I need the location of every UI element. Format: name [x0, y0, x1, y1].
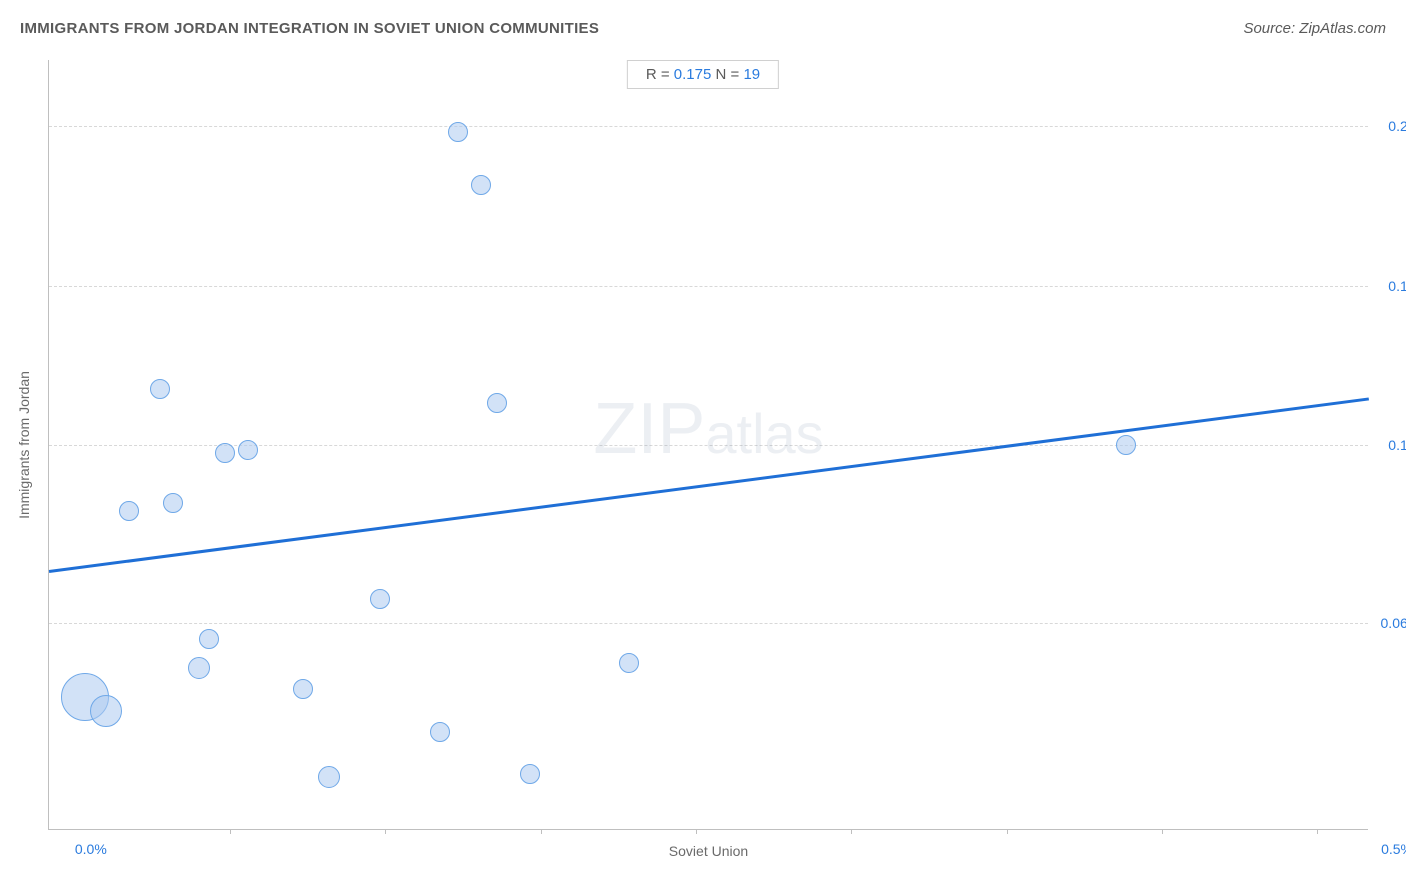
stats-box: R = 0.175 N = 19: [627, 60, 779, 89]
x-tick: [1317, 829, 1318, 834]
x-tick-label-right: 0.5%: [1381, 841, 1406, 857]
data-point: [188, 657, 210, 679]
scatter-plot: ZIPatlas Immigrants from Jordan Soviet U…: [48, 60, 1368, 830]
data-point: [619, 653, 639, 673]
data-point: [487, 393, 507, 413]
y-tick-label: 0.19%: [1373, 278, 1406, 294]
regression-line: [49, 397, 1369, 572]
n-label: N =: [716, 66, 744, 83]
y-tick-label: 0.063%: [1373, 615, 1406, 631]
data-point: [163, 493, 183, 513]
data-point: [199, 629, 219, 649]
data-point: [119, 501, 139, 521]
data-point: [520, 764, 540, 784]
data-point: [318, 766, 340, 788]
data-point: [150, 379, 170, 399]
chart-title: IMMIGRANTS FROM JORDAN INTEGRATION IN SO…: [20, 20, 599, 37]
y-tick-label: 0.13%: [1373, 437, 1406, 453]
data-point: [90, 695, 122, 727]
x-tick: [851, 829, 852, 834]
data-point: [215, 443, 235, 463]
grid-line: [49, 286, 1368, 287]
x-axis-title: Soviet Union: [669, 843, 748, 859]
grid-line: [49, 126, 1368, 127]
x-tick: [541, 829, 542, 834]
y-tick-label: 0.25%: [1373, 118, 1406, 134]
n-value: 19: [743, 66, 760, 83]
watermark-big: ZIP: [593, 389, 705, 469]
x-tick: [1162, 829, 1163, 834]
grid-line: [49, 623, 1368, 624]
r-value: 0.175: [674, 66, 712, 83]
x-tick: [230, 829, 231, 834]
watermark-small: atlas: [705, 402, 823, 465]
data-point: [1116, 435, 1136, 455]
y-axis-title: Immigrants from Jordan: [16, 371, 32, 519]
data-point: [471, 175, 491, 195]
data-point: [430, 722, 450, 742]
x-tick: [1007, 829, 1008, 834]
x-tick: [696, 829, 697, 834]
data-point: [448, 122, 468, 142]
data-point: [238, 440, 258, 460]
r-label: R =: [646, 66, 674, 83]
source-label: Source: ZipAtlas.com: [1243, 20, 1386, 37]
data-point: [370, 589, 390, 609]
x-tick-label-left: 0.0%: [75, 841, 107, 857]
data-point: [293, 679, 313, 699]
watermark: ZIPatlas: [593, 388, 823, 470]
x-tick: [385, 829, 386, 834]
